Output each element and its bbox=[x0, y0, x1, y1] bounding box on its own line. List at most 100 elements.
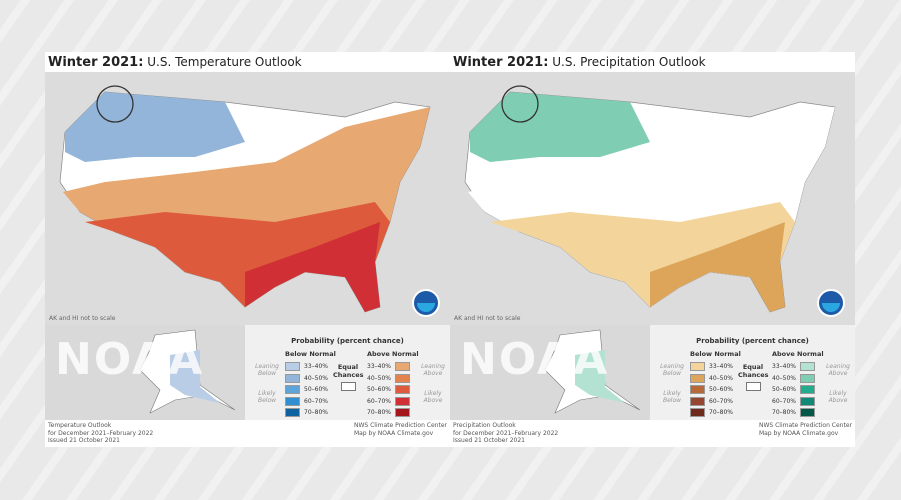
legend-above-3: 60–70% bbox=[367, 396, 410, 406]
above-swatch bbox=[394, 396, 410, 406]
above-swatch bbox=[799, 385, 815, 394]
equal-chances-swatch bbox=[341, 382, 356, 391]
below-normal-heading: Below Normal bbox=[690, 350, 741, 358]
leaning-below-label: Leaning Below bbox=[660, 363, 684, 377]
range-label: 33–40% bbox=[304, 363, 328, 370]
above-swatch bbox=[394, 385, 410, 394]
legend-below-1: 40–50% bbox=[690, 373, 733, 383]
range-label: 70–80% bbox=[304, 409, 328, 416]
outlook-panel: Winter 2021: U.S. Precipitation Outlook … bbox=[450, 52, 855, 447]
legend-below-2: 50–60% bbox=[690, 385, 733, 394]
above-swatch bbox=[394, 362, 410, 371]
range-label: 60–70% bbox=[367, 397, 391, 405]
equal-chances-label: Equal Chances bbox=[333, 363, 364, 379]
panel-title: Winter 2021: U.S. Precipitation Outlook bbox=[453, 55, 706, 70]
legend-below-0: 33–40% bbox=[285, 362, 328, 371]
likely-below-label: Likely Below bbox=[662, 390, 682, 404]
likely-above-label: Likely Above bbox=[423, 390, 443, 404]
above-normal-heading: Above Normal bbox=[367, 350, 419, 358]
probability-legend: Probability (percent chance) Below Norma… bbox=[245, 325, 450, 420]
likely-below-label: Likely Below bbox=[257, 390, 277, 404]
probability-legend: Probability (percent chance) Below Norma… bbox=[650, 325, 855, 420]
below-swatch bbox=[690, 408, 705, 417]
above-swatch bbox=[394, 408, 410, 417]
range-label: 40–50% bbox=[709, 374, 733, 382]
range-label: 70–80% bbox=[367, 409, 391, 416]
above-normal-heading: Above Normal bbox=[772, 350, 824, 358]
scale-note: AK and HI not to scale bbox=[49, 315, 116, 322]
above-swatch bbox=[394, 373, 410, 383]
outlook-footer: Precipitation Outlook for December 2021–F… bbox=[453, 422, 559, 444]
noaa-logo bbox=[817, 289, 845, 317]
range-label: 33–40% bbox=[772, 363, 796, 370]
below-swatch bbox=[690, 362, 705, 371]
below-swatch bbox=[690, 385, 705, 394]
noaa-watermark: NOAA bbox=[55, 334, 205, 385]
scale-note: AK and HI not to scale bbox=[454, 315, 521, 322]
below-normal-heading: Below Normal bbox=[285, 350, 336, 358]
range-label: 40–50% bbox=[304, 374, 328, 382]
legend-below-3: 60–70% bbox=[690, 396, 733, 406]
alaska-inset bbox=[125, 325, 246, 420]
panel-title: Winter 2021: U.S. Temperature Outlook bbox=[48, 55, 302, 70]
legend-below-1: 40–50% bbox=[285, 373, 328, 383]
legend-above-1: 40–50% bbox=[367, 373, 410, 383]
range-label: 50–60% bbox=[304, 386, 328, 393]
us-map-shape bbox=[464, 85, 836, 313]
us-map-shape bbox=[59, 85, 431, 313]
noaa-watermark: NOAA bbox=[460, 334, 610, 385]
above-swatch bbox=[799, 373, 815, 383]
equal-chances-swatch bbox=[746, 382, 761, 391]
equal-chances-label: Equal Chances bbox=[738, 363, 769, 379]
below-swatch bbox=[285, 362, 300, 371]
noaa-logo bbox=[412, 289, 440, 317]
credit: NWS Climate Prediction Center Map by NOAA… bbox=[758, 422, 852, 437]
above-swatch bbox=[799, 408, 815, 417]
range-label: 70–80% bbox=[772, 409, 796, 416]
leaning-above-label: Leaning Above bbox=[826, 363, 850, 377]
legend-below-4: 70–80% bbox=[690, 408, 733, 417]
below-swatch bbox=[285, 396, 300, 406]
hawaii-inset bbox=[450, 325, 531, 420]
range-label: 50–60% bbox=[367, 386, 391, 393]
leaning-below-label: Leaning Below bbox=[255, 363, 279, 377]
range-label: 60–70% bbox=[772, 397, 796, 405]
legend-above-0: 33–40% bbox=[367, 362, 410, 371]
legend-title: Probability (percent chance) bbox=[291, 337, 404, 345]
leaning-above-label: Leaning Above bbox=[421, 363, 445, 377]
legend-title: Probability (percent chance) bbox=[696, 337, 809, 345]
range-label: 40–50% bbox=[772, 374, 796, 382]
legend-above-0: 33–40% bbox=[772, 362, 815, 371]
below-swatch bbox=[690, 396, 705, 406]
legend-above-4: 70–80% bbox=[772, 408, 815, 417]
below-swatch bbox=[285, 373, 300, 383]
outlook-panel: Winter 2021: U.S. Temperature Outlook AK… bbox=[45, 52, 450, 447]
outlook-footer: Temperature Outlook for December 2021–Feb… bbox=[48, 422, 154, 444]
range-label: 60–70% bbox=[304, 397, 328, 405]
legend-above-2: 50–60% bbox=[772, 385, 815, 394]
hawaii-inset bbox=[45, 325, 126, 420]
legend-below-4: 70–80% bbox=[285, 408, 328, 417]
range-label: 70–80% bbox=[709, 409, 733, 416]
range-label: 33–40% bbox=[367, 363, 391, 370]
below-swatch bbox=[285, 385, 300, 394]
range-label: 60–70% bbox=[709, 397, 733, 405]
legend-above-1: 40–50% bbox=[772, 373, 815, 383]
legend-below-0: 33–40% bbox=[690, 362, 733, 371]
legend-above-2: 50–60% bbox=[367, 385, 410, 394]
above-swatch bbox=[799, 396, 815, 406]
range-label: 50–60% bbox=[772, 386, 796, 393]
below-swatch bbox=[285, 408, 300, 417]
range-label: 50–60% bbox=[709, 386, 733, 393]
legend-above-4: 70–80% bbox=[367, 408, 410, 417]
legend-below-3: 60–70% bbox=[285, 396, 328, 406]
credit: NWS Climate Prediction Center Map by NOAA… bbox=[353, 422, 447, 437]
range-label: 33–40% bbox=[709, 363, 733, 370]
legend-above-3: 60–70% bbox=[772, 396, 815, 406]
us-outlook-map: AK and HI not to scale bbox=[45, 72, 450, 325]
range-label: 40–50% bbox=[367, 374, 391, 382]
likely-above-label: Likely Above bbox=[828, 390, 848, 404]
us-outlook-map: AK and HI not to scale bbox=[450, 72, 855, 325]
above-swatch bbox=[799, 362, 815, 371]
below-swatch bbox=[690, 373, 705, 383]
